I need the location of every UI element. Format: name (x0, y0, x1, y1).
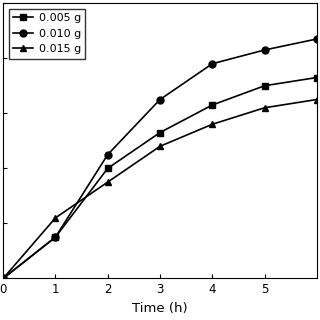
X-axis label: Time (h): Time (h) (132, 302, 188, 315)
0.010 g (1, 276, 5, 280)
Line: 0.005 g: 0.005 g (0, 74, 320, 282)
0.005 g (53, 235, 57, 239)
0.010 g (53, 235, 57, 239)
0.005 g (158, 131, 162, 134)
0.015 g (1, 276, 5, 280)
0.015 g (158, 144, 162, 148)
0.005 g (315, 76, 319, 79)
0.015 g (106, 180, 110, 184)
0.010 g (315, 37, 319, 41)
0.005 g (1, 276, 5, 280)
0.005 g (263, 84, 267, 88)
Line: 0.010 g: 0.010 g (0, 36, 320, 282)
0.015 g (315, 98, 319, 101)
0.005 g (106, 166, 110, 170)
0.015 g (263, 106, 267, 110)
0.010 g (263, 48, 267, 52)
Legend: 0.005 g, 0.010 g, 0.015 g: 0.005 g, 0.010 g, 0.015 g (9, 9, 85, 59)
Line: 0.015 g: 0.015 g (0, 96, 320, 282)
0.015 g (53, 216, 57, 220)
0.005 g (210, 103, 214, 107)
0.010 g (158, 98, 162, 101)
0.010 g (210, 62, 214, 66)
0.015 g (210, 122, 214, 126)
0.010 g (106, 153, 110, 156)
